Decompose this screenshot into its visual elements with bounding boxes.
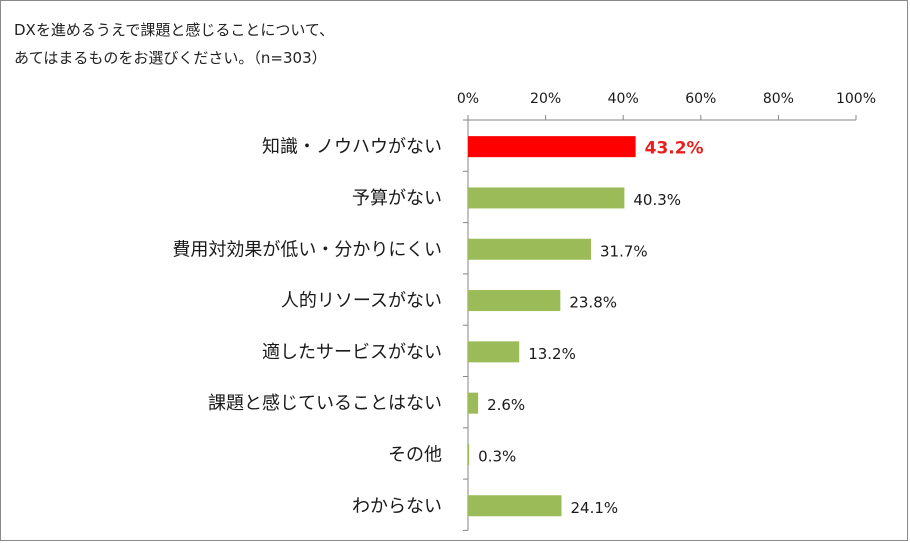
value-label: 0.3%	[478, 447, 516, 465]
chart-title-line-2: あてはまるものをお選びください。（n=303）	[14, 49, 327, 67]
x-tick-label: 80%	[763, 91, 794, 107]
axis	[463, 115, 857, 531]
value-label: 23.8%	[569, 294, 617, 312]
category-label: 予算がない	[352, 188, 442, 209]
category-label: その他	[388, 444, 442, 465]
bar	[468, 187, 625, 209]
x-tick-labels: 0% 20% 40% 60% 80% 100%	[457, 91, 876, 107]
bar-highlighted	[468, 136, 636, 158]
value-label: 2.6%	[487, 396, 525, 414]
x-tick-label: 0%	[457, 91, 479, 107]
bars	[468, 136, 636, 517]
bar	[468, 443, 470, 465]
category-label: 適したサービスがない	[262, 342, 442, 363]
bar	[468, 495, 562, 517]
category-labels: 知識・ノウハウがない予算がない費用対効果が低い・分かりにくい人的リソースがない適…	[172, 137, 442, 517]
category-label: 費用対効果が低い・分かりにくい	[172, 239, 442, 260]
x-tick-label: 20%	[530, 91, 561, 107]
bar	[468, 290, 561, 312]
chart-title: DXを進めるうえで課題と感じることについて、 あてはまるものをお選びください。（…	[14, 16, 334, 72]
x-tick-label: 40%	[608, 91, 639, 107]
x-tick-label: 60%	[685, 91, 716, 107]
value-label: 24.1%	[571, 499, 619, 517]
category-label: わからない	[352, 496, 442, 517]
category-label: 人的リソースがない	[281, 291, 442, 312]
value-labels: 43.2% 40.3% 31.7% 23.8% 13.2% 2.6% 0.3% 24.1%	[478, 139, 703, 517]
bar	[468, 238, 591, 260]
value-label: 13.2%	[528, 345, 576, 363]
value-label: 43.2%	[645, 139, 704, 159]
value-label: 31.7%	[600, 242, 648, 260]
category-label: 課題と感じていることはない	[208, 393, 442, 414]
value-label: 40.3%	[633, 191, 681, 209]
bar	[468, 392, 479, 414]
x-tick-label: 100%	[836, 91, 876, 107]
chart-title-line-1: DXを進めるうえで課題と感じることについて、	[14, 21, 335, 39]
bar	[468, 341, 520, 363]
category-label: 知識・ノウハウがない	[262, 137, 442, 158]
